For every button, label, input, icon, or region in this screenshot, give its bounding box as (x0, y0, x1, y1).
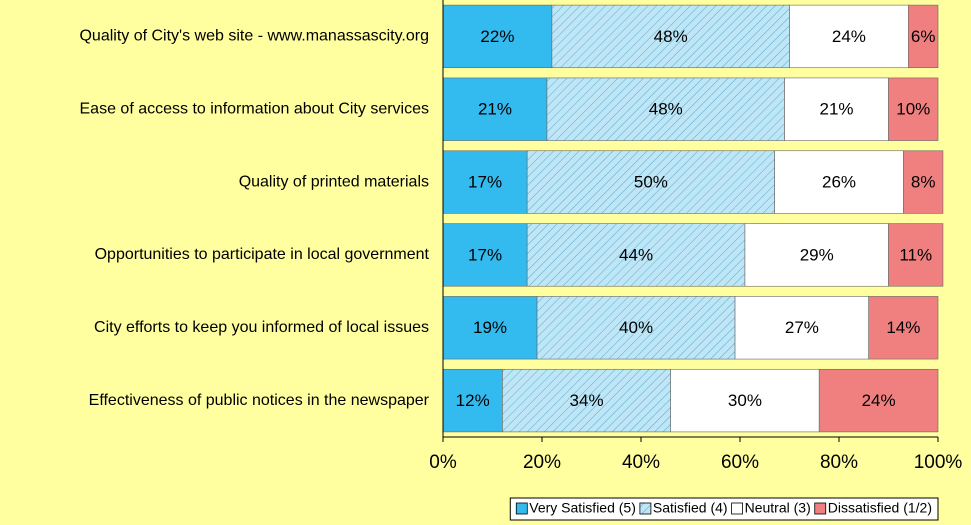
category-label: Opportunities to participate in local go… (95, 246, 430, 263)
x-tick-label: 100% (914, 452, 963, 473)
legend-label: Dissatisfied (1/2) (828, 500, 932, 516)
x-tick-label: 80% (820, 452, 858, 473)
value-label: 17% (468, 245, 502, 264)
category-label: City efforts to keep you informed of loc… (94, 319, 429, 336)
legend-swatch (814, 502, 827, 515)
legend-label: Satisfied (4) (653, 500, 728, 516)
x-tick-label: 60% (721, 452, 759, 473)
value-label: 22% (480, 27, 514, 46)
value-label: 19% (473, 318, 507, 337)
value-label: 26% (822, 173, 856, 192)
value-label: 14% (886, 318, 920, 337)
value-label: 27% (785, 318, 819, 337)
value-label: 12% (456, 391, 490, 410)
value-label: 30% (728, 391, 762, 410)
category-label: Effectiveness of public notices in the n… (89, 392, 430, 409)
bar-segment (442, 77, 548, 141)
bar-segment (502, 368, 671, 433)
value-label: 34% (570, 391, 604, 410)
bar-segment (888, 223, 944, 287)
value-label: 44% (619, 245, 653, 264)
category-label: Quality of printed materials (239, 173, 429, 190)
bar-segment (903, 150, 944, 214)
bar-segment (546, 77, 785, 141)
legend-swatch (515, 502, 528, 515)
value-label: 21% (478, 100, 512, 119)
bar-segment (907, 4, 939, 69)
value-label: 17% (468, 173, 502, 192)
legend-swatch (639, 502, 652, 515)
category-label: Ease of access to information about City… (80, 100, 430, 117)
bar-segment (526, 150, 775, 214)
value-label: 48% (654, 27, 688, 46)
value-label: 40% (619, 318, 653, 337)
value-label: 6% (911, 27, 936, 46)
category-label: Quality of City's web site - www.manassa… (79, 28, 429, 45)
legend-swatch (731, 502, 743, 515)
bar-segment (789, 4, 909, 69)
x-tick-label: 0% (429, 452, 457, 473)
bar-segment (442, 296, 538, 360)
value-label: 48% (649, 100, 683, 119)
bar-segment (442, 368, 503, 433)
bar-segment (868, 296, 939, 360)
bar-segment (734, 296, 869, 360)
value-label: 24% (862, 391, 896, 410)
legend-label: Neutral (3) (745, 500, 811, 516)
value-label: 24% (832, 27, 866, 46)
bar-segment (818, 368, 939, 433)
bar-segment (670, 368, 820, 433)
bar-segment (888, 77, 939, 141)
value-label: 50% (634, 173, 668, 192)
legend: Very Satisfied (5) Satisfied (4) Neutral (… (509, 497, 939, 521)
bar-segment (442, 223, 528, 287)
bar-segment (744, 223, 889, 287)
value-label: 21% (820, 100, 854, 119)
value-label: 10% (896, 100, 930, 119)
value-label: 11% (899, 245, 932, 264)
bar-segment (784, 77, 889, 141)
bar-segment (442, 4, 553, 69)
x-tick-label: 40% (622, 452, 660, 473)
bar-segment (526, 223, 746, 287)
value-label: 8% (911, 173, 936, 192)
bar-segment (551, 4, 790, 69)
value-label: 29% (800, 245, 834, 264)
legend-label: Very Satisfied (5) (529, 500, 636, 516)
legend-box (509, 497, 939, 521)
x-tick-label: 20% (523, 452, 561, 473)
bar-segment (536, 296, 736, 360)
